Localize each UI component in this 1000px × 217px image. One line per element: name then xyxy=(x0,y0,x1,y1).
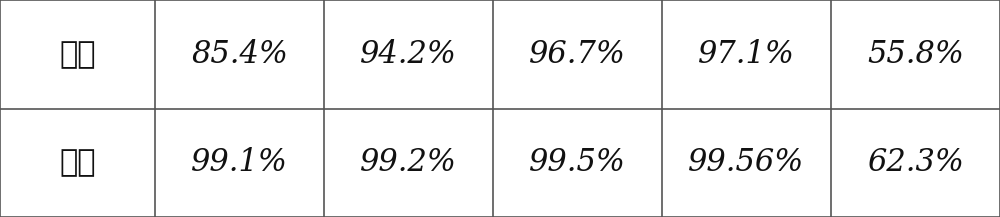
Text: 62.3%: 62.3% xyxy=(867,147,964,178)
Text: 85.4%: 85.4% xyxy=(191,39,288,70)
Text: 99.5%: 99.5% xyxy=(529,147,626,178)
Text: 94.2%: 94.2% xyxy=(360,39,457,70)
Text: 99.56%: 99.56% xyxy=(688,147,805,178)
Text: 97.1%: 97.1% xyxy=(698,39,795,70)
Text: 99.2%: 99.2% xyxy=(360,147,457,178)
Text: 纯度: 纯度 xyxy=(59,148,96,177)
Text: 55.8%: 55.8% xyxy=(867,39,964,70)
Text: 96.7%: 96.7% xyxy=(529,39,626,70)
Text: 99.1%: 99.1% xyxy=(191,147,288,178)
Text: 得率: 得率 xyxy=(59,40,96,69)
